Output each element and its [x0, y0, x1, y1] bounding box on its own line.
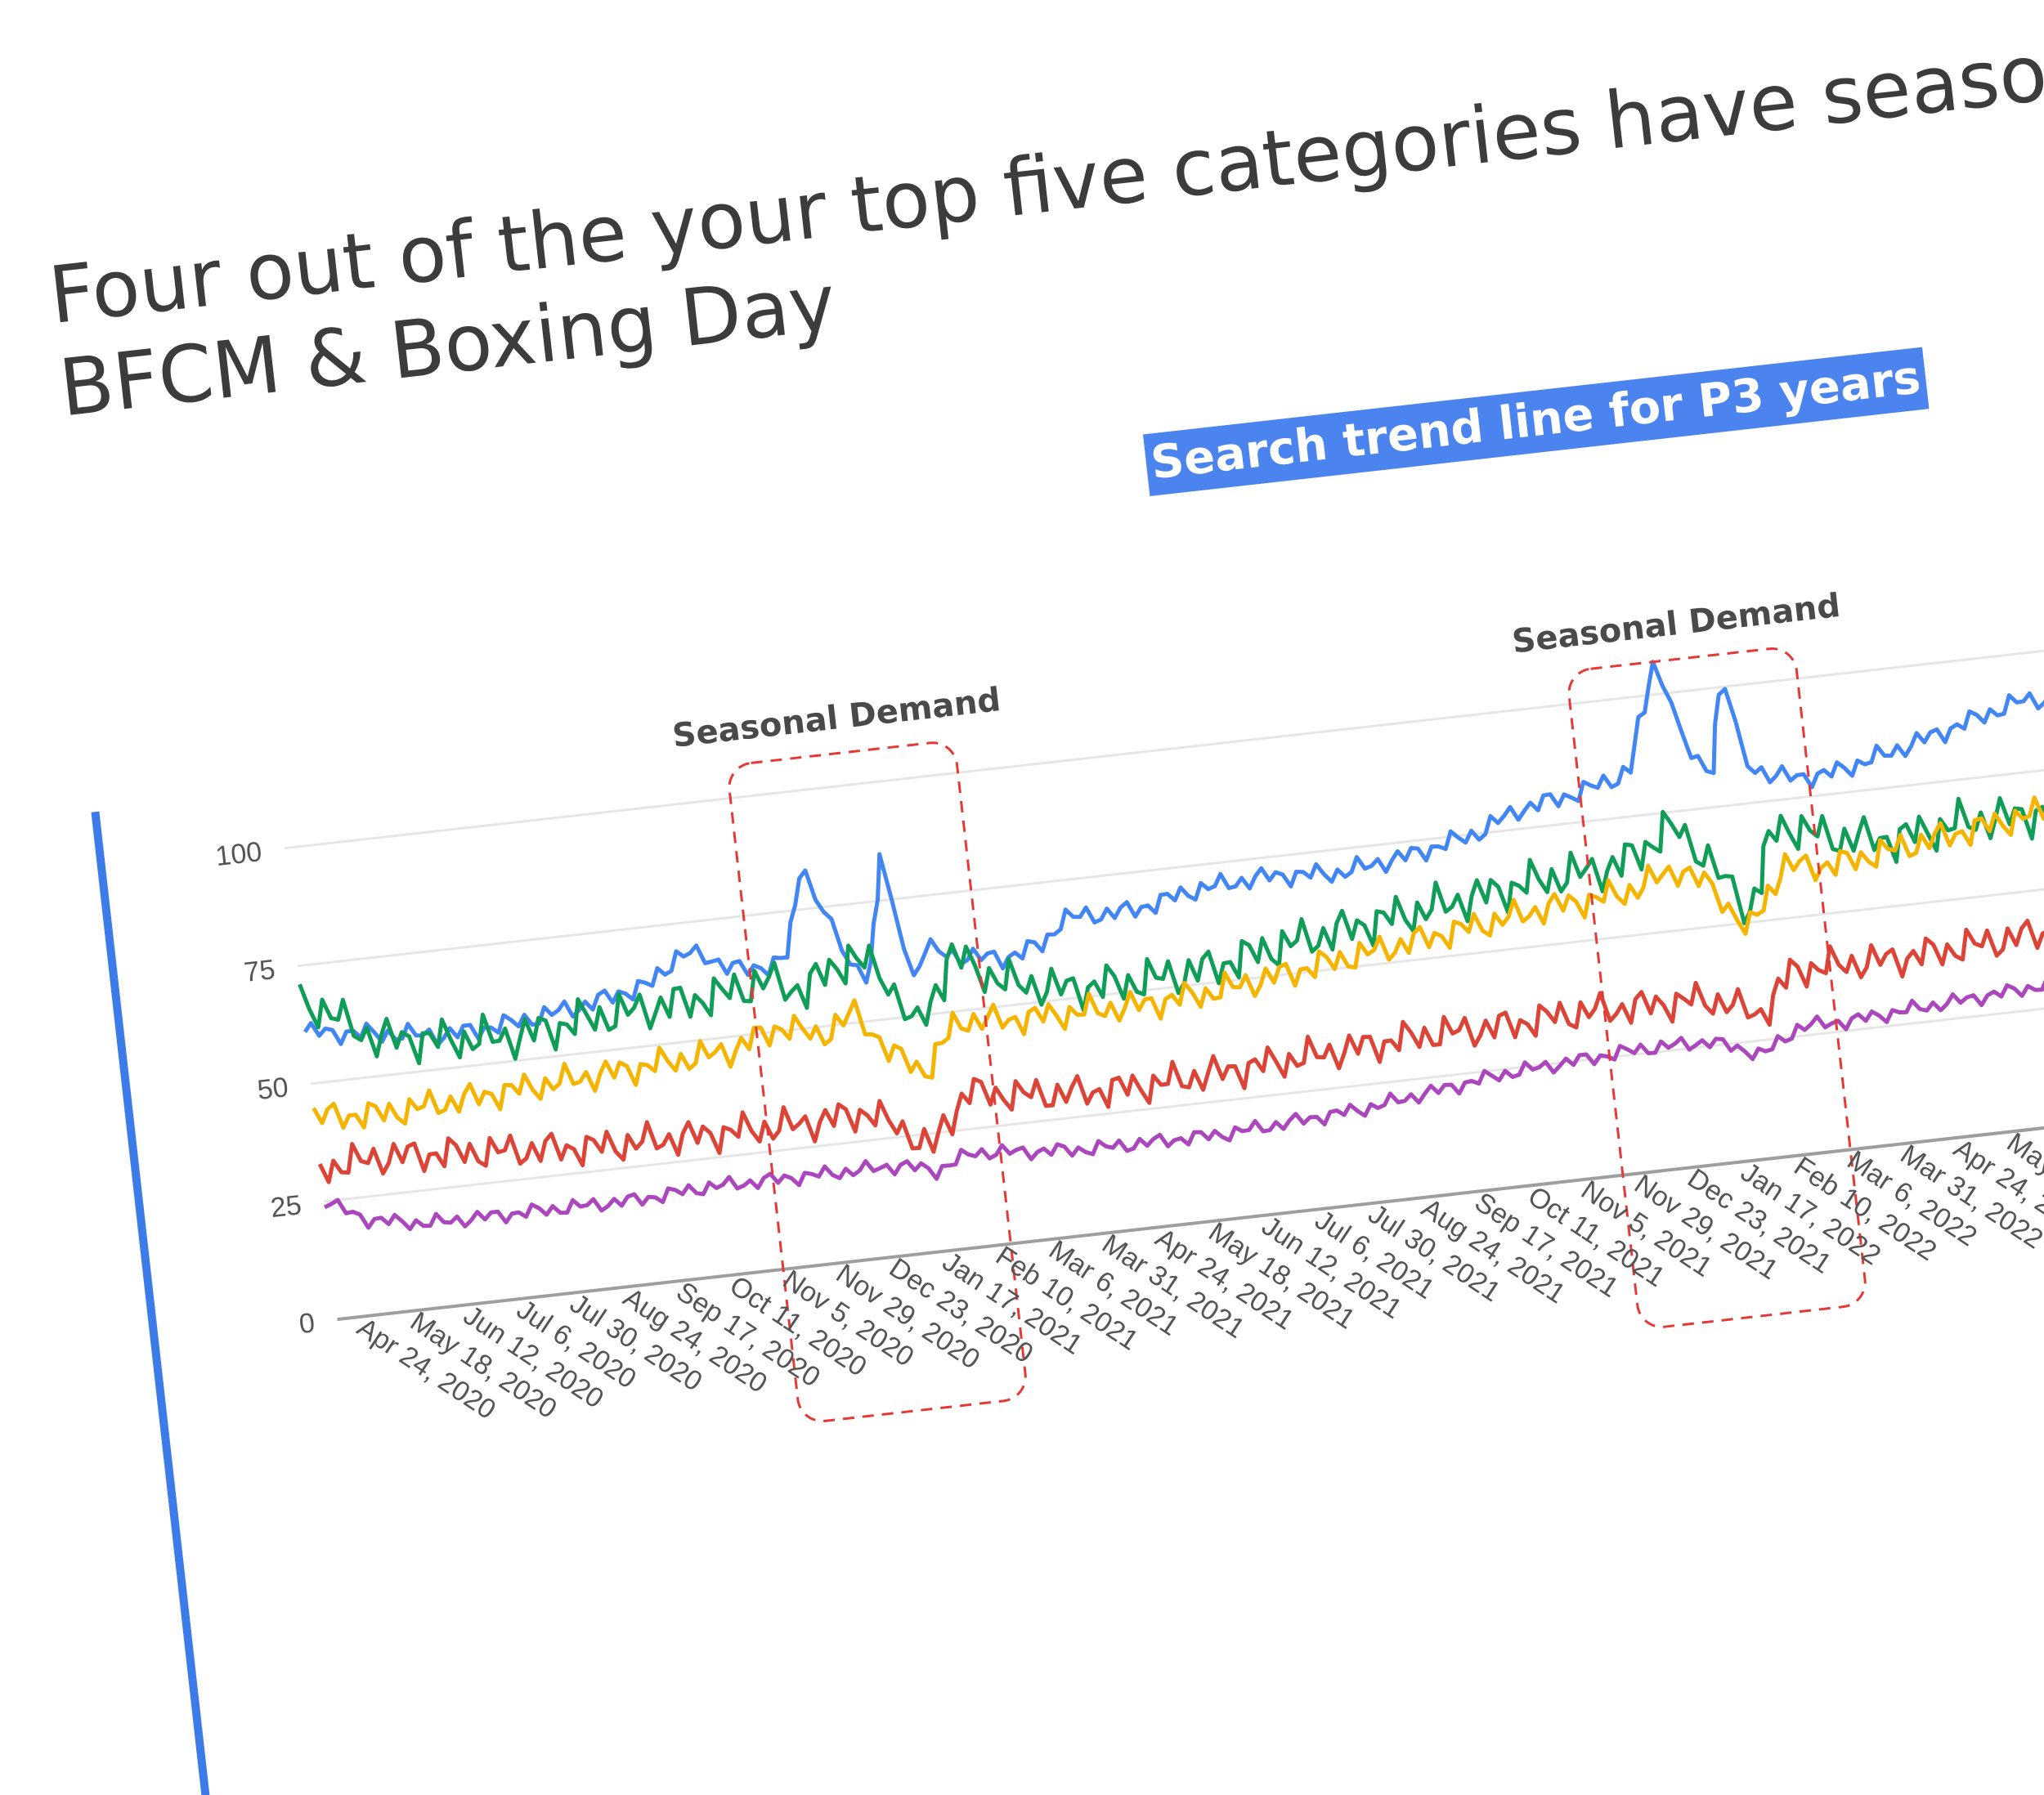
gridline-50 — [310, 839, 2044, 1086]
series-line-1 — [298, 748, 2044, 1066]
series-line-2 — [312, 754, 2044, 1130]
seasonal-demand-box-1 — [1567, 647, 1867, 1328]
seasonal-demand-label-0: Seasonal Demand — [670, 681, 1002, 755]
series-line-3 — [317, 878, 2044, 1184]
gridline-25 — [324, 956, 2044, 1203]
series-line-0 — [303, 646, 2044, 1047]
seasonal-demand-label-1: Seasonal Demand — [1510, 587, 1842, 661]
x-axis-line — [337, 1074, 2044, 1322]
y-tick-label-0: 0 — [298, 1307, 316, 1340]
gridline-100 — [284, 603, 2044, 850]
axis-layer — [337, 1074, 2044, 1322]
grid-layer — [284, 603, 2044, 1203]
y-tick-label-25: 25 — [269, 1189, 303, 1224]
y-tick-labels: 0 25 50 75 100 — [214, 836, 316, 1340]
y-tick-label-100: 100 — [214, 836, 264, 872]
seasonal-demand-box-0 — [728, 741, 1027, 1423]
series-line-4 — [323, 933, 2044, 1232]
gridline-75 — [297, 721, 2044, 968]
y-tick-label-75: 75 — [243, 954, 277, 988]
series-layer — [298, 646, 2044, 1232]
y-tick-label-50: 50 — [256, 1072, 290, 1106]
